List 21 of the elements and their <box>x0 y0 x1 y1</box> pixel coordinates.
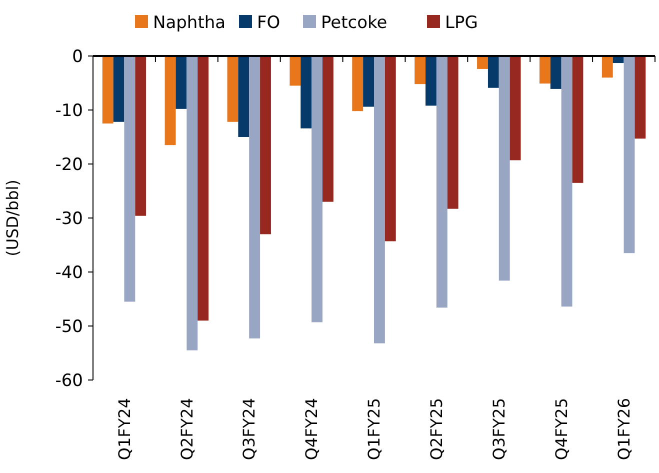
x-tick-label: Q2FY24 <box>177 398 196 460</box>
x-tick-label: Q1FY25 <box>364 398 384 460</box>
x-tick-label: Q4FY25 <box>552 398 571 460</box>
x-tick-label: Q1FY26 <box>614 398 634 460</box>
y-tick-label: -50 <box>55 316 83 337</box>
x-tick-label: Q2FY25 <box>427 398 446 460</box>
y-tick-label: -40 <box>55 262 83 283</box>
y-tick-label: -60 <box>55 370 83 391</box>
x-tick-label: Q3FY24 <box>240 398 259 460</box>
y-tick-label: -20 <box>55 154 83 175</box>
legend-label: Petcoke <box>321 12 388 33</box>
y-tick-label: -10 <box>55 100 83 121</box>
y-tick-label: 0 <box>72 46 83 67</box>
x-tick-label: Q3FY25 <box>489 398 508 460</box>
legend-label: LPG <box>445 12 478 33</box>
x-tick-label: Q1FY24 <box>114 398 134 460</box>
x-tick-label: Q4FY24 <box>302 398 322 460</box>
y-tick-label: -30 <box>55 208 83 229</box>
legend-label: FO <box>257 12 280 33</box>
legend-label: Naphtha <box>153 12 226 33</box>
y-axis-title: (USD/bbl) <box>3 180 22 256</box>
